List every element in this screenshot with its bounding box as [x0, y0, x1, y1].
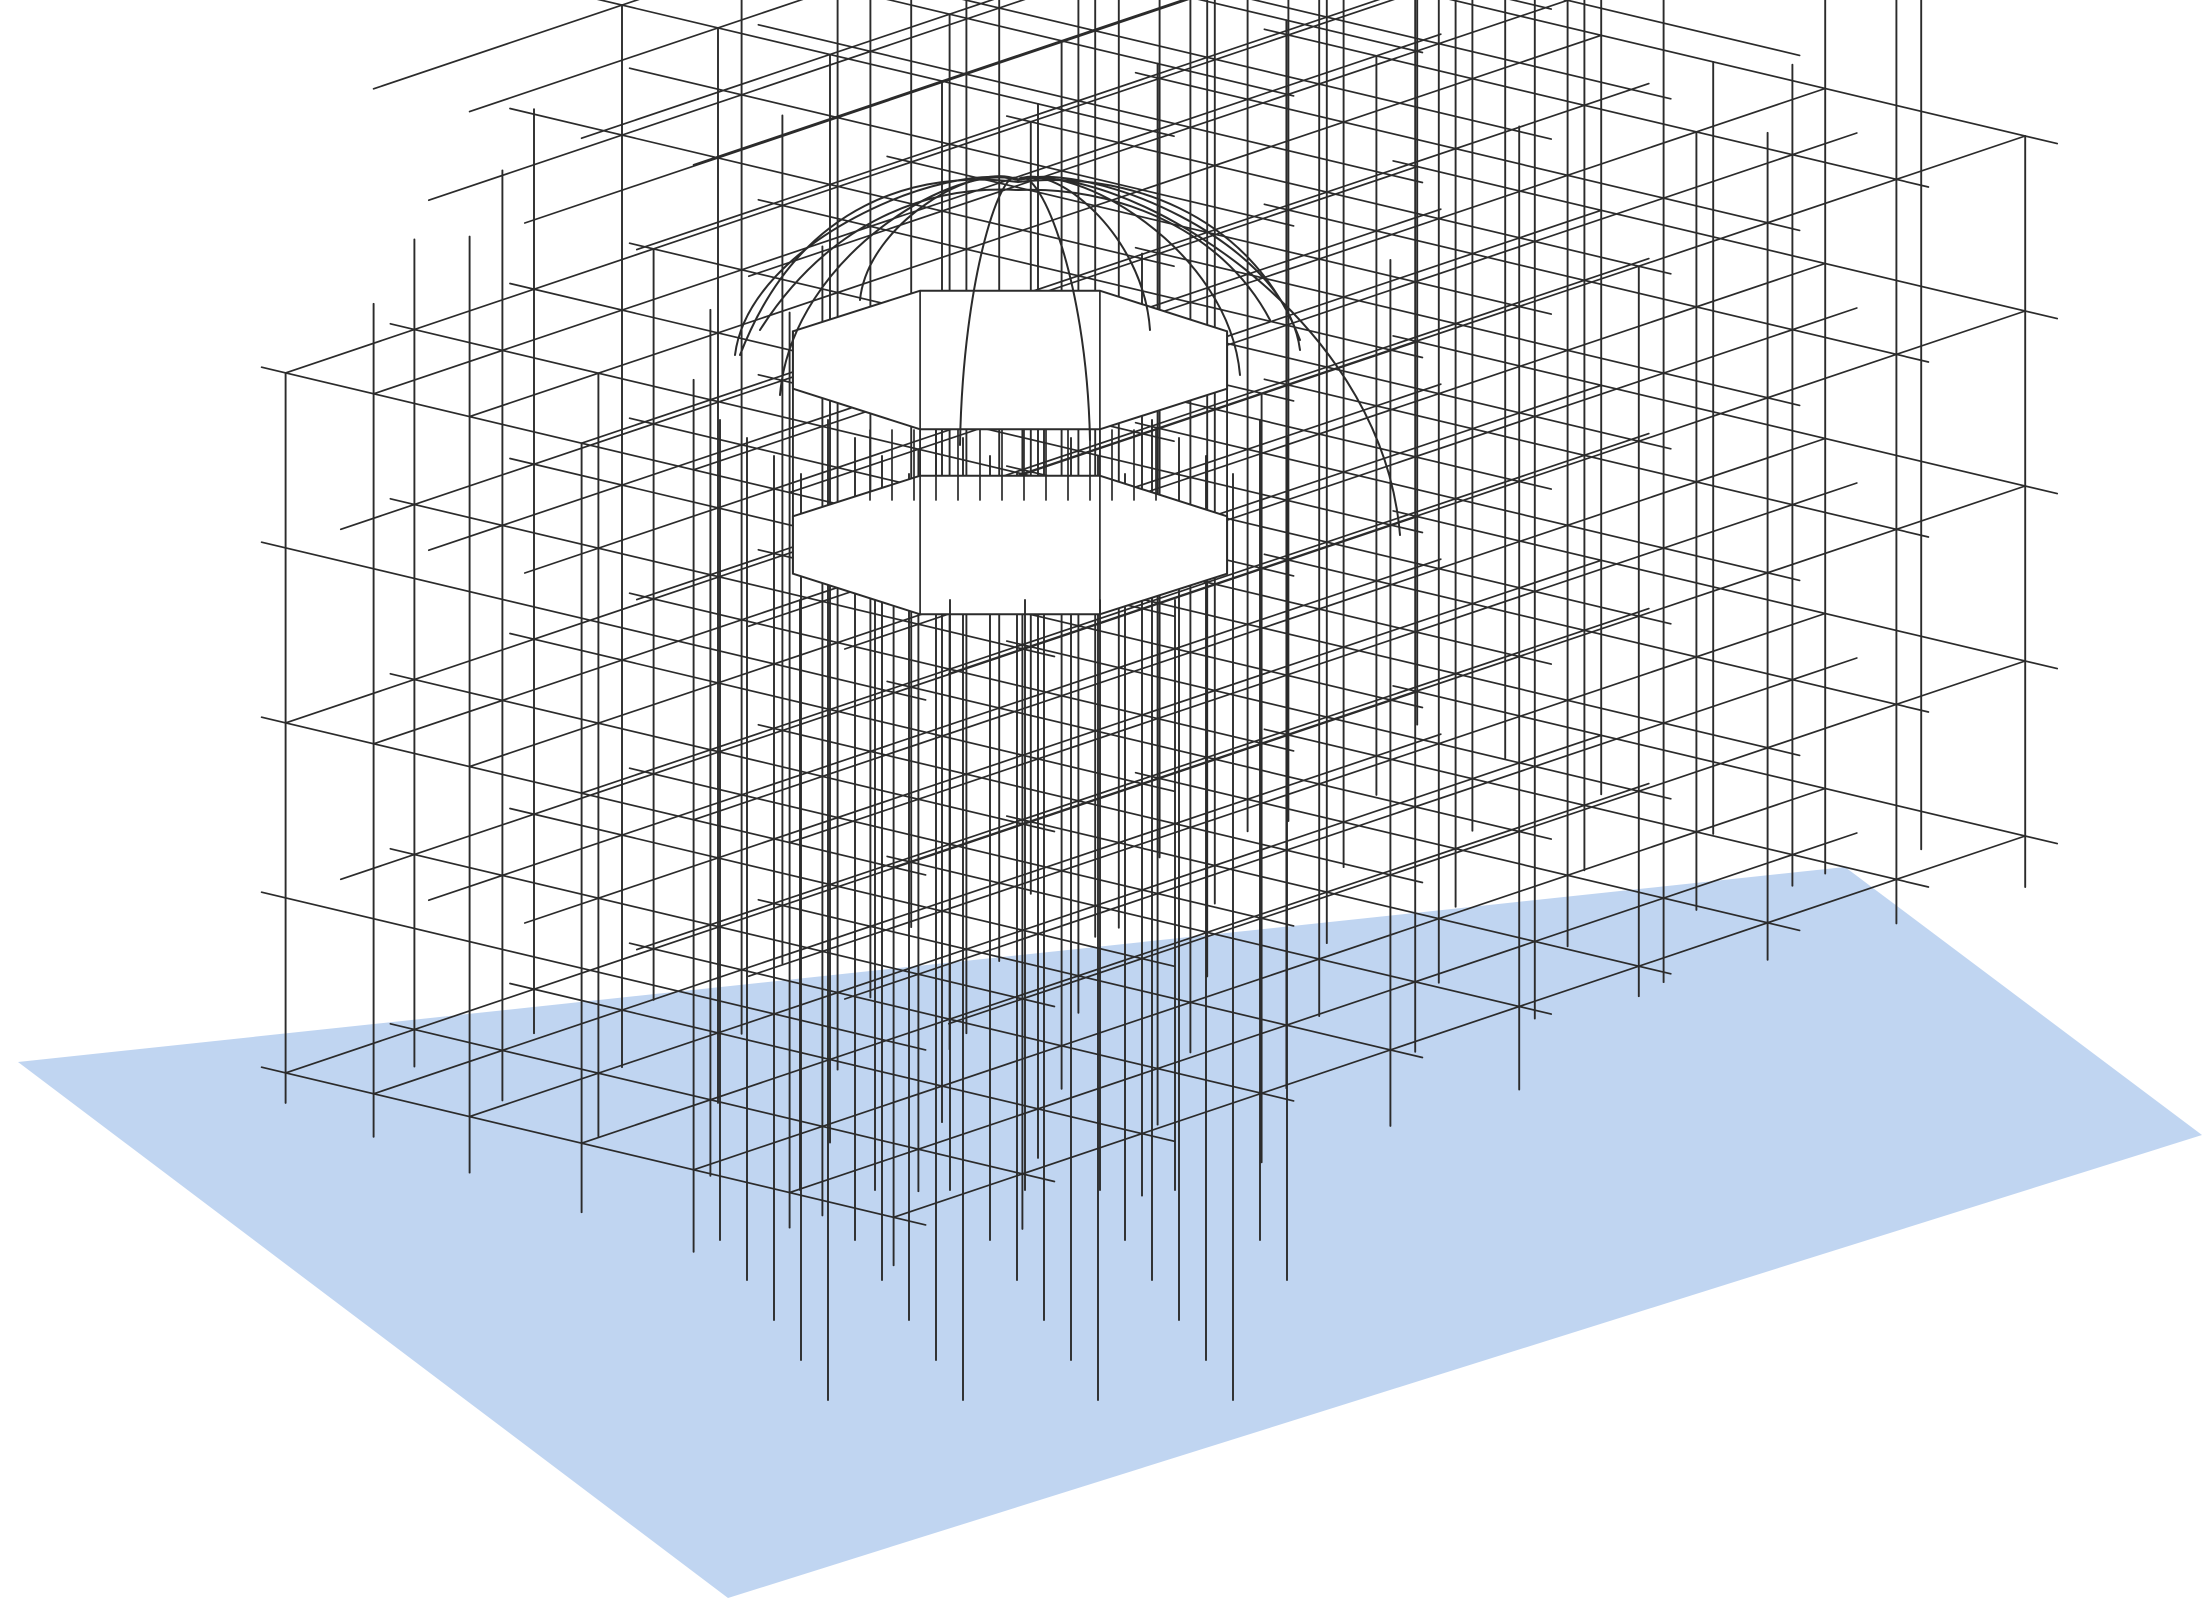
- beam-x: [843, 657, 1858, 1000]
- beam-x: [580, 82, 1650, 445]
- beam-x: [892, 485, 2027, 869]
- beam-x: [580, 432, 1650, 795]
- beam-y: [596, 0, 1175, 138]
- beam-x: [372, 33, 1442, 395]
- beam-x: [523, 559, 1603, 924]
- beam-y: [628, 767, 1295, 927]
- drum-upper-ring: [791, 289, 1229, 431]
- beam-y: [389, 322, 1056, 483]
- beam-y: [757, 198, 1424, 359]
- dome: [734, 175, 1401, 536]
- beam-x: [692, 0, 1186, 166]
- beam-y: [1005, 815, 1672, 975]
- dome-rib: [959, 176, 1019, 446]
- beam-x: [284, 0, 1395, 374]
- beam-y: [1392, 685, 2059, 845]
- beam-y: [1392, 335, 2059, 495]
- beam-y: [1263, 728, 1930, 888]
- beam-x: [788, 482, 1858, 844]
- beam-y: [509, 107, 1175, 268]
- beam-y: [1134, 421, 1801, 582]
- beam-x: [580, 782, 1650, 1145]
- beam-y: [1562, 0, 1801, 57]
- beam-x: [580, 0, 995, 140]
- beam-x: [468, 34, 1603, 418]
- beam-y: [1263, 28, 1930, 188]
- beam-y: [509, 632, 1175, 793]
- beam-y: [389, 1022, 1056, 1183]
- beam-y: [886, 680, 1553, 840]
- beam-y: [886, 0, 1295, 97]
- beam-y: [1005, 115, 1672, 275]
- beam-y: [1263, 553, 1930, 713]
- beam-y: [628, 592, 1295, 752]
- beam-x: [692, 87, 1827, 471]
- beam-x: [468, 734, 1603, 1118]
- octagonal-drum: [791, 289, 1229, 1191]
- dome-arc-inner: [759, 188, 1271, 331]
- beam-y: [1005, 640, 1672, 800]
- beam-x: [788, 132, 1858, 494]
- beam-y: [757, 898, 1424, 1059]
- beam-y: [389, 497, 1056, 658]
- beam-y: [509, 982, 1175, 1143]
- beam-y: [1134, 596, 1801, 757]
- beam-y: [628, 67, 1295, 227]
- dome-rib: [859, 175, 1019, 301]
- beam-y: [509, 807, 1175, 968]
- beam-y: [757, 23, 1424, 184]
- beam-y: [1392, 510, 2059, 670]
- beam-x: [947, 660, 2027, 1025]
- beam-y: [1134, 246, 1801, 407]
- beam-y: [757, 723, 1424, 884]
- beam-y: [1263, 378, 1930, 538]
- beam-x: [947, 310, 2027, 675]
- beam-y: [886, 155, 1553, 315]
- beam-y: [260, 366, 927, 526]
- dome-rib: [779, 176, 1019, 396]
- beam-x: [427, 0, 1026, 202]
- beam-y: [260, 1066, 927, 1226]
- beam-x: [468, 0, 804, 113]
- beam-y: [1392, 160, 2059, 320]
- beam-x: [635, 0, 1381, 251]
- beam-y: [389, 847, 1056, 1008]
- beam-x: [788, 832, 1858, 1194]
- beam-y: [1263, 203, 1930, 363]
- beam-x: [372, 733, 1442, 1095]
- dome-arc-outer: [739, 178, 1301, 356]
- beam-y: [260, 891, 927, 1051]
- beam-x: [372, 0, 640, 90]
- beam-y: [260, 716, 927, 876]
- beam-y: [1251, 0, 1672, 100]
- beam-y: [961, 0, 1553, 140]
- beam-y: [628, 942, 1295, 1102]
- beam-y: [389, 672, 1056, 833]
- ground-plane: [18, 867, 2202, 1598]
- beam-x: [892, 135, 2027, 519]
- beam-y: [1448, 0, 2059, 145]
- beam-y: [1134, 71, 1801, 232]
- beam-y: [1134, 771, 1801, 932]
- beam-y: [260, 541, 927, 701]
- drum-lower-ring: [791, 474, 1229, 616]
- beam-y: [886, 855, 1553, 1015]
- beam-x: [892, 835, 2027, 1219]
- beam-y: [1197, 0, 1424, 54]
